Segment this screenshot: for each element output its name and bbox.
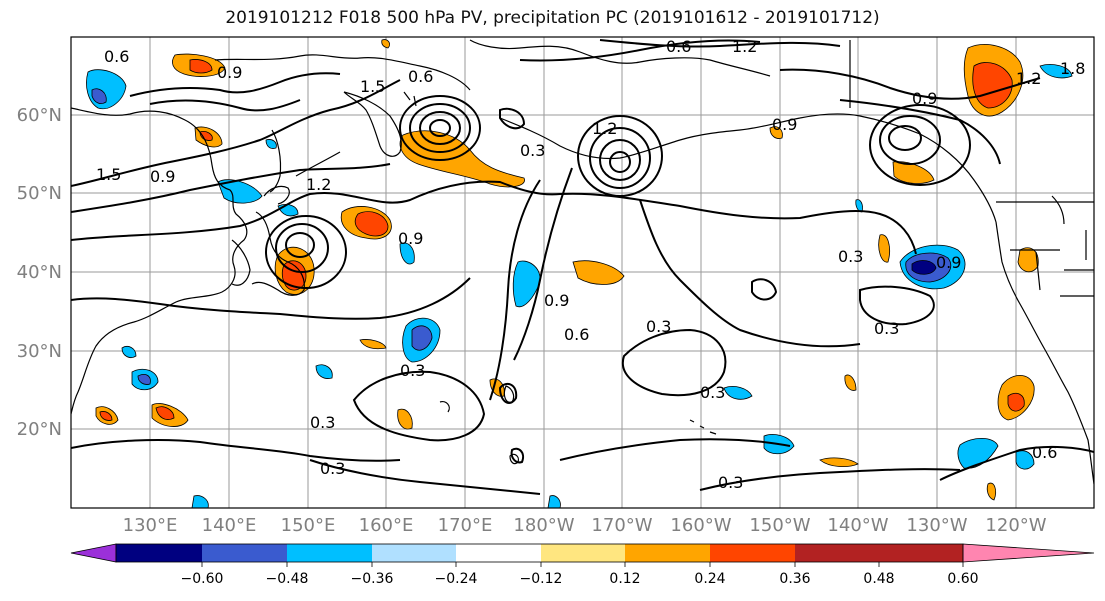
contour-label: 0.9 [772,115,797,134]
lon-label: 130°E [123,515,178,536]
colorbar-tick-label: −0.60 [181,571,224,587]
colorbar-tick-label: −0.24 [435,571,478,587]
lon-label: 150°W [749,515,810,536]
colorbar-tick-label: 0.12 [609,571,640,587]
contour-label: 0.3 [874,319,899,338]
map-border [70,36,1095,509]
colorbar-extend-left [70,543,117,563]
lon-label: 170°E [438,515,493,536]
lon-label: 140°E [202,515,257,536]
contour-label: 0.3 [400,361,425,380]
lat-label: 20°N [17,419,62,440]
lat-label: 30°N [17,341,62,362]
colorbar-segment [116,544,202,562]
colorbar: −0.60 −0.48 −0.36 −0.24 −0.12 0.12 0.24 … [70,543,1095,587]
contour-label: 0.9 [150,167,175,186]
colorbar-extend-right [962,543,1095,563]
colorbar-segment [287,544,372,562]
colorbar-tick-label: 0.36 [779,571,810,587]
contour-label: 0.9 [912,89,937,108]
colorbar-segment [541,544,625,562]
pv-contours [71,39,1094,495]
lon-label: 150°E [281,515,336,536]
colorbar-tick-label: 0.24 [694,571,725,587]
lon-label: 160°E [359,515,414,536]
colorbar-segment [879,544,963,562]
lat-label: 50°N [17,183,62,204]
map-title: 2019101212 F018 500 hPa PV, precipitatio… [225,8,880,28]
contour-label: 1.8 [1060,59,1085,78]
contour-label: 0.6 [104,47,129,66]
contour-label: 0.9 [936,253,961,272]
colorbar-tick-label: 0.60 [947,571,978,587]
contour-label: 0.3 [520,141,545,160]
contour-label: 0.3 [310,413,335,432]
contour-label: 0.6 [564,325,589,344]
contour-label: 0.3 [700,383,725,402]
contour-label: 0.6 [666,37,691,56]
lon-label: 140°W [827,515,888,536]
lat-label: 40°N [17,262,62,283]
contour-labels: 0.6 0.9 1.5 0.6 1.2 0.6 0.9 1.5 1.2 0.9 … [96,37,1085,492]
colorbar-segment [456,544,541,562]
coastlines [71,39,1094,485]
contour-label: 1.2 [592,119,617,138]
contour-label: 1.2 [306,175,331,194]
colorbar-segment [202,544,287,562]
contour-label: 0.3 [646,317,671,336]
contour-label: 0.9 [544,291,569,310]
contour-label: 0.3 [320,459,345,478]
contour-label: 0.3 [838,247,863,266]
lon-label: 160°W [670,515,731,536]
contour-label: 0.9 [217,63,242,82]
contour-label: 1.5 [360,77,385,96]
colorbar-tick-labels: −0.60 −0.48 −0.36 −0.24 −0.12 0.12 0.24 … [181,571,979,587]
contour-label: 1.2 [1016,69,1041,88]
contour-label: 0.6 [408,67,433,86]
lon-label: 120°W [985,515,1046,536]
colorbar-segment [625,544,710,562]
colorbar-tick-label: −0.36 [351,571,394,587]
contour-label: 0.6 [1032,443,1057,462]
colorbar-tick-label: 0.48 [863,571,894,587]
lon-label: 180°W [513,515,574,536]
colorbar-segment [710,544,795,562]
colorbar-tick-label: −0.12 [520,571,563,587]
contour-label: 1.2 [732,37,757,56]
longitude-labels: 130°E 140°E 150°E 160°E 170°E 180°W 170°… [123,515,1047,536]
contour-label: 1.5 [96,165,121,184]
contour-label: 0.9 [398,229,423,248]
contour-label: 0.3 [718,473,743,492]
colorbar-segment [372,544,456,562]
colorbar-segment [795,544,879,562]
lon-label: 170°W [591,515,652,536]
lon-label: 130°W [906,515,967,536]
latitude-labels: 60°N 50°N 40°N 30°N 20°N [17,105,62,440]
colorbar-ticks [201,562,964,567]
colorbar-tick-label: −0.48 [266,571,309,587]
colorbar-outline [115,543,964,563]
lat-label: 60°N [17,105,62,126]
